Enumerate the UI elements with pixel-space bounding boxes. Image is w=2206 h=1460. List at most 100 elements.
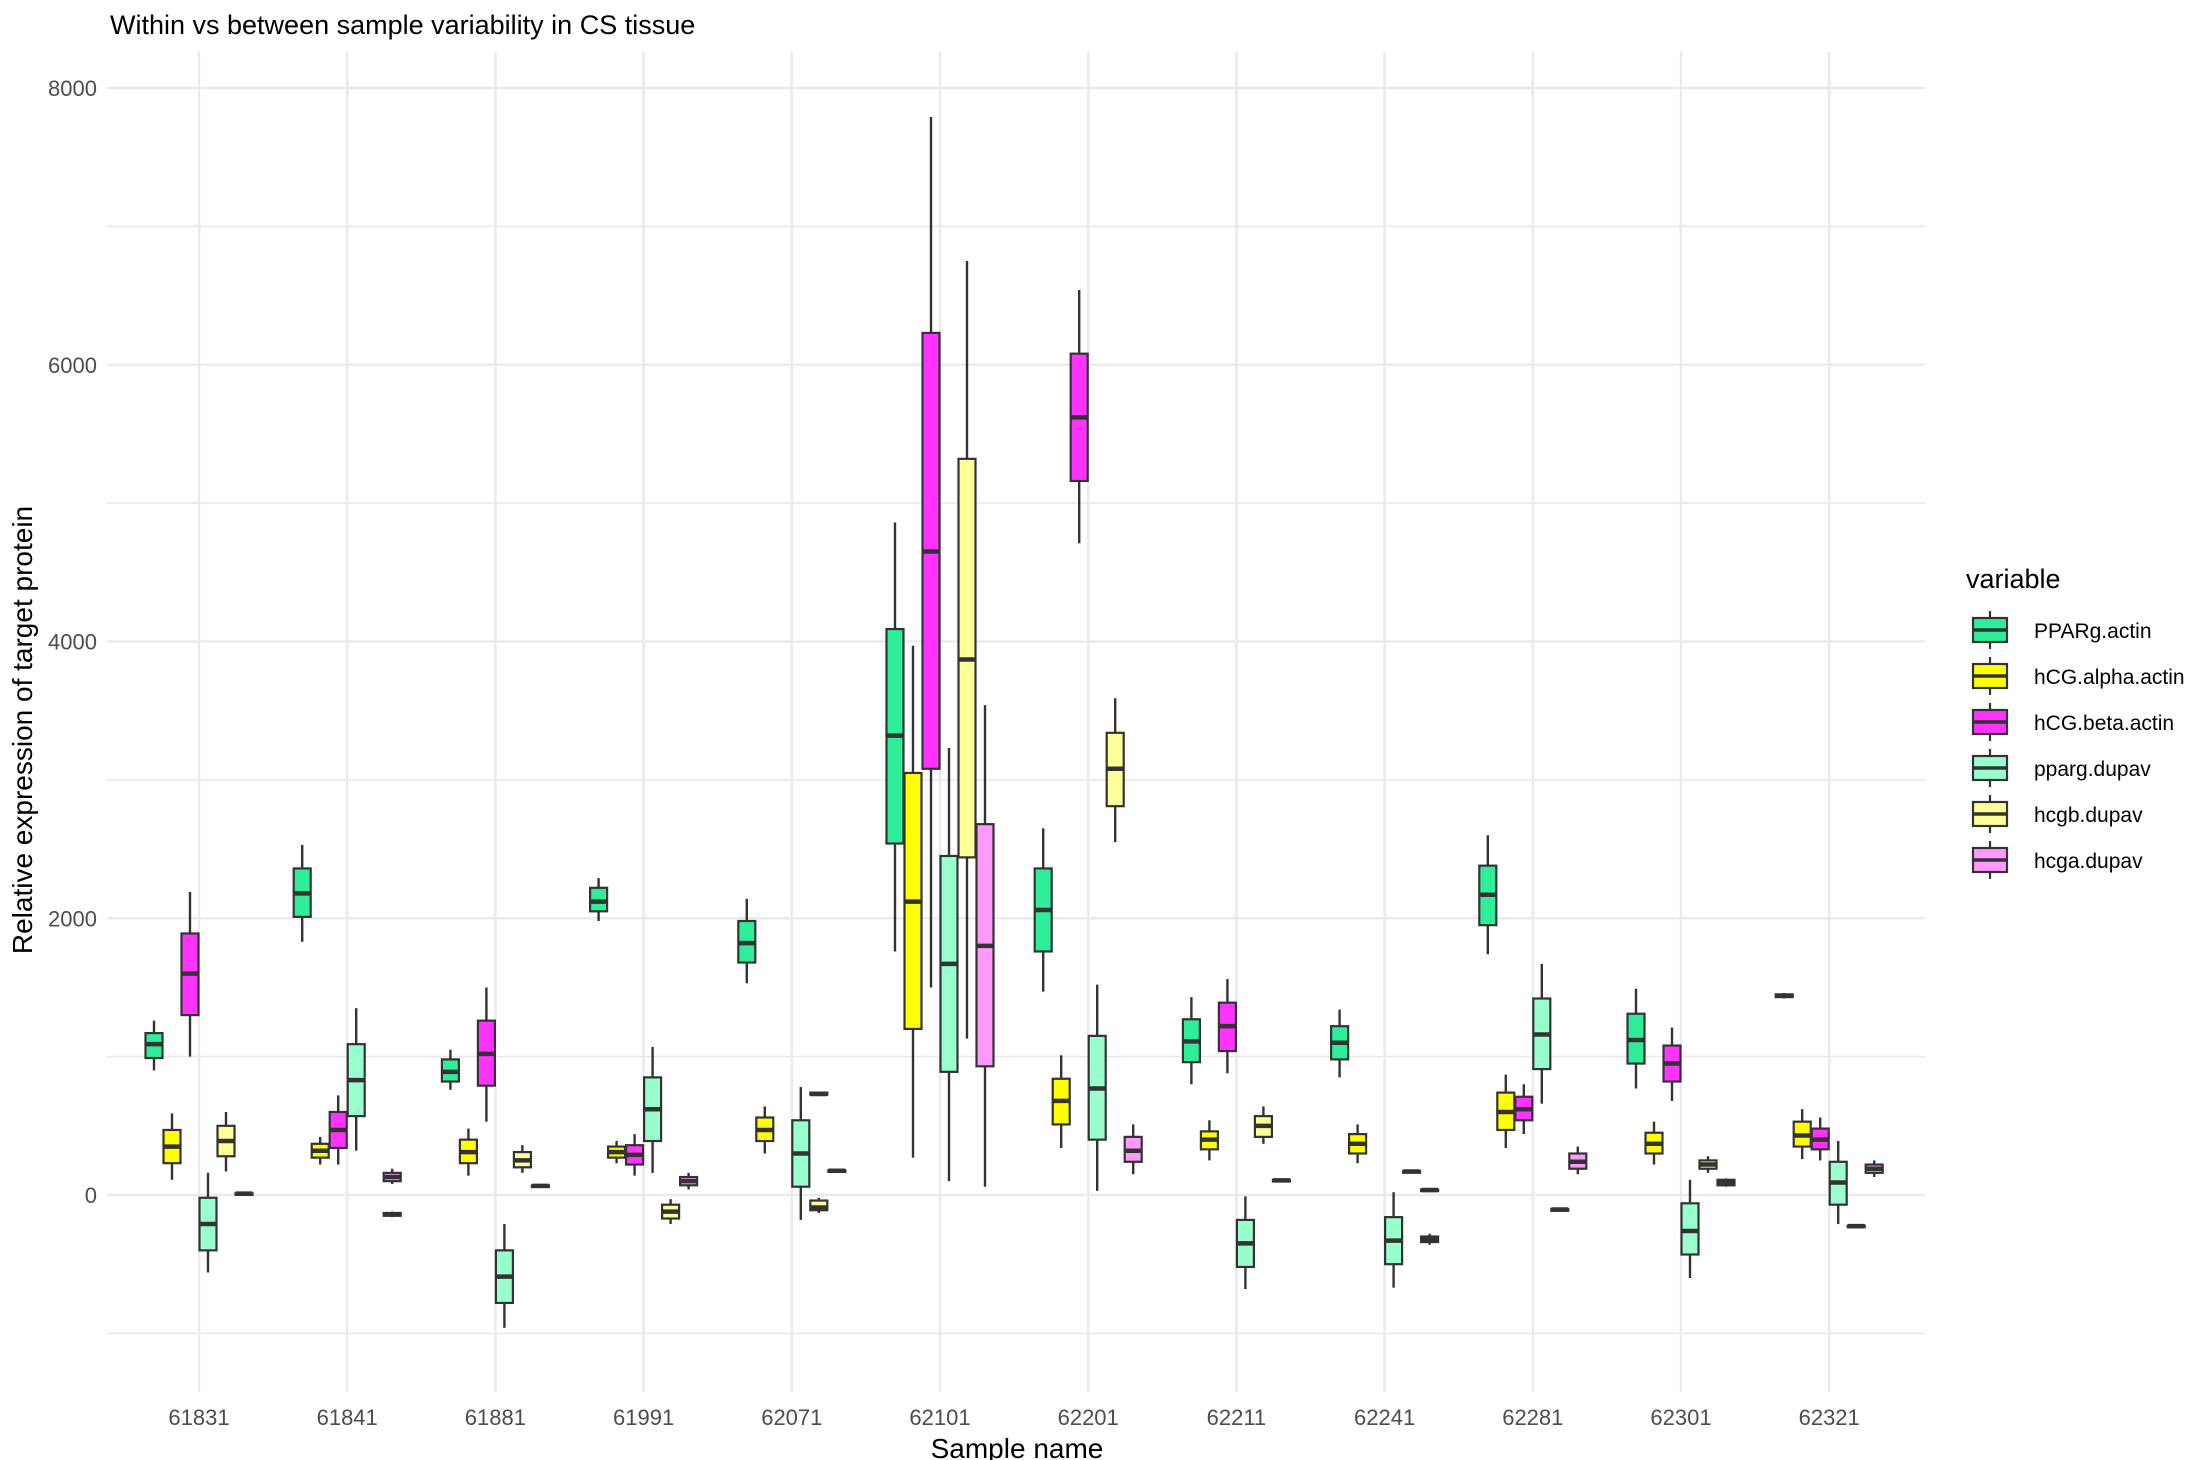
box xyxy=(1550,1207,1570,1212)
x-axis-title: Sample name xyxy=(931,1433,1104,1460)
box xyxy=(1271,1178,1292,1183)
y-tick-label: 8000 xyxy=(48,76,97,101)
box xyxy=(1864,1160,1884,1178)
x-tick-label: 61831 xyxy=(168,1405,229,1430)
x-tick-label: 62241 xyxy=(1354,1405,1415,1430)
y-tick-label: 4000 xyxy=(48,630,97,655)
box xyxy=(382,1168,402,1184)
box xyxy=(1087,984,1107,1191)
box xyxy=(328,1095,348,1165)
box xyxy=(1347,1124,1368,1164)
legend-item: hCG.alpha.actin xyxy=(1971,657,2185,695)
box xyxy=(1051,1055,1071,1148)
box xyxy=(885,522,905,952)
legend-item: hcga.dupav xyxy=(1971,841,2143,879)
box xyxy=(1401,1169,1422,1174)
box xyxy=(292,844,312,942)
legend: variable PPARg.actin hCG.alpha.actin hCG.b… xyxy=(1966,564,2185,879)
box xyxy=(1253,1106,1274,1144)
legend-label: hcgb.dupav xyxy=(2034,804,2143,827)
legend-label: pparg.dupav xyxy=(2034,758,2151,781)
x-tick-label: 61841 xyxy=(317,1405,378,1430)
box xyxy=(642,1046,663,1173)
box xyxy=(1419,1187,1440,1193)
box xyxy=(1532,963,1552,1104)
box xyxy=(512,1145,533,1173)
box xyxy=(1828,1141,1848,1225)
box xyxy=(1698,1156,1718,1173)
box xyxy=(1792,1109,1812,1160)
x-tick-label: 61881 xyxy=(465,1405,526,1430)
box xyxy=(234,1191,254,1196)
box xyxy=(162,1113,182,1180)
box xyxy=(939,748,959,1182)
box xyxy=(1774,992,1794,999)
box xyxy=(624,1134,645,1176)
box xyxy=(458,1128,478,1176)
legend-label: PPARg.actin xyxy=(2034,620,2152,643)
box xyxy=(737,898,757,984)
box xyxy=(1419,1233,1440,1245)
box xyxy=(144,1020,164,1071)
box xyxy=(1626,988,1646,1089)
box xyxy=(606,1141,627,1164)
legend-item: hcgb.dupav xyxy=(1971,795,2143,833)
x-tick-label: 62201 xyxy=(1058,1405,1119,1430)
x-tick-label: 62301 xyxy=(1650,1405,1711,1430)
legend-label: hCG.beta.actin xyxy=(2034,712,2174,735)
box xyxy=(1680,1179,1700,1279)
chart-title: Within vs between sample variability in … xyxy=(110,10,695,40)
box xyxy=(957,260,977,1039)
legend-label: hCG.alpha.actin xyxy=(2034,666,2185,689)
x-tick-label: 61991 xyxy=(613,1405,674,1430)
box xyxy=(346,1008,366,1151)
box xyxy=(494,1224,514,1328)
box xyxy=(660,1199,681,1225)
box xyxy=(827,1168,847,1174)
box xyxy=(1329,1009,1350,1078)
box xyxy=(921,117,941,988)
box xyxy=(1383,1192,1404,1288)
legend-item: pparg.dupav xyxy=(1971,749,2151,787)
box xyxy=(1716,1178,1736,1187)
box xyxy=(791,1087,811,1220)
legend-item: hCG.beta.actin xyxy=(1971,703,2174,741)
box xyxy=(476,987,496,1122)
box xyxy=(1033,828,1053,992)
grid xyxy=(107,52,1925,1392)
box xyxy=(1846,1223,1866,1229)
box xyxy=(809,1197,829,1213)
box xyxy=(809,1091,829,1097)
box xyxy=(310,1136,330,1165)
box xyxy=(975,705,995,1187)
box xyxy=(903,645,923,1158)
box xyxy=(1496,1074,1516,1148)
x-tick-label: 62101 xyxy=(909,1405,970,1430)
box xyxy=(1105,698,1125,843)
box xyxy=(1644,1121,1664,1165)
plot-area xyxy=(144,117,1884,1328)
y-tick-label: 2000 xyxy=(48,906,97,931)
legend-label: hcga.dupav xyxy=(2034,850,2143,873)
box xyxy=(1123,1124,1143,1175)
box xyxy=(1235,1196,1256,1290)
x-tick-label: 62321 xyxy=(1799,1405,1860,1430)
box xyxy=(216,1111,236,1172)
y-axis: 0 2000 4000 6000 8000 xyxy=(48,76,97,1208)
box xyxy=(440,1049,460,1090)
box xyxy=(678,1172,699,1190)
box xyxy=(1217,979,1238,1074)
box xyxy=(755,1106,775,1154)
box xyxy=(530,1183,551,1189)
y-tick-label: 0 xyxy=(85,1183,97,1208)
box xyxy=(382,1211,402,1218)
box xyxy=(1514,1084,1534,1135)
box xyxy=(1181,997,1202,1085)
legend-item: PPARg.actin xyxy=(1971,611,2152,649)
x-axis: 61831 61841 61881 61991 62071 62101 62201 62211… xyxy=(168,1405,1859,1430)
box xyxy=(198,1172,218,1273)
box xyxy=(588,878,609,922)
box xyxy=(1478,835,1498,955)
box xyxy=(1568,1146,1588,1175)
